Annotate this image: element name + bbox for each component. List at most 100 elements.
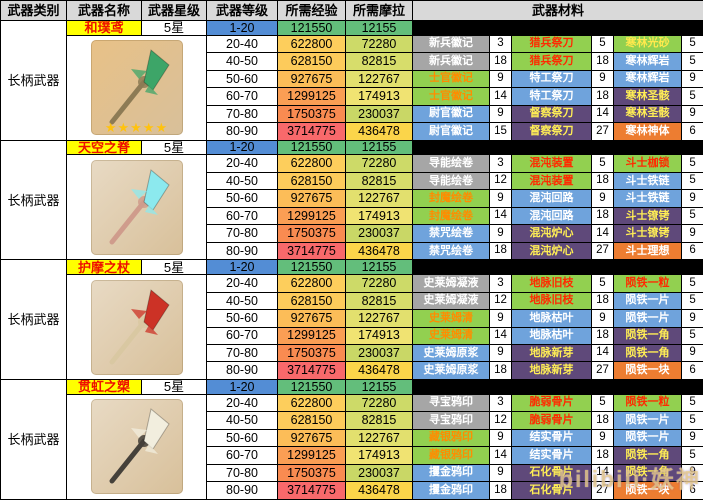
material-name-cell: 地脉旧枝: [511, 291, 592, 311]
level-cell: 1-20: [206, 20, 278, 36]
material-name-cell: 督察祭刀: [511, 122, 592, 141]
level-cell: 50-60: [206, 309, 278, 328]
category-cell: 长柄武器: [0, 379, 67, 500]
table-row: 40-50 628150 82815 史莱姆凝液 12 地脉旧枝 18 陨铁一片 5: [1, 291, 703, 311]
weapon-image-cell: [66, 274, 207, 381]
material-name-cell: 石化骨片: [511, 481, 592, 500]
table-row: 80-90 3714775 436478 攫金鸦印 18 石化骨片 27 陨铁一块 6: [1, 481, 703, 500]
material-count-cell: 5: [591, 274, 614, 293]
material-name-cell: 斗士镣铐: [613, 224, 682, 243]
mora-cell: 82815: [345, 171, 413, 191]
mora-cell: 230037: [345, 343, 413, 363]
material-name-cell: 陨铁一块: [613, 361, 682, 381]
table-row: 60-70 1299125 174913 史莱姆清 14 地脉枯叶 18 陨铁一角 5: [1, 326, 703, 345]
table-row: 60-70 1299125 174913 士官徽记 14 特工祭刀 18 寒林圣骸 5: [1, 87, 703, 106]
material-count-cell: 5: [680, 52, 703, 71]
exp-cell: 622800: [277, 393, 346, 413]
level-cell: 20-40: [206, 393, 278, 413]
materials-empty-cell: [411, 20, 703, 36]
material-count-cell: 27: [591, 241, 614, 261]
table-row: 40-50 628150 82815 新兵徽记 18 猎兵祭刀 18 寒林辉岩 5: [1, 52, 703, 71]
material-count-cell: 18: [489, 481, 512, 500]
level-cell: 70-80: [206, 343, 278, 363]
material-name-cell: 陨铁一角: [613, 446, 682, 465]
table-row: 80-90 3714775 436478 禁咒绘卷 18 混沌炉心 27 斗士理想 6: [1, 241, 703, 261]
weapon-name-cell: 和璞鸢: [66, 20, 142, 36]
material-count-cell: 6: [680, 361, 703, 381]
material-count-cell: 12: [489, 171, 512, 191]
material-name-cell: 寒林辉岩: [613, 69, 682, 89]
material-name-cell: 混沌炉心: [511, 241, 592, 261]
exp-cell: 1299125: [277, 206, 346, 226]
material-count-cell: 14: [489, 206, 512, 226]
table-row: 50-60 927675 122767 藏银鸦印 9 结实骨片 9 陨铁一片 9: [1, 428, 703, 448]
material-count-cell: 5: [680, 411, 703, 430]
material-name-cell: 特工祭刀: [511, 87, 592, 106]
material-name-cell: 地脉新芽: [511, 343, 592, 363]
material-name-cell: 史莱姆凝液: [412, 274, 490, 293]
material-count-cell: 6: [680, 481, 703, 500]
table-row: 80-90 3714775 436478 尉官徽记 15 督察祭刀 27 寒林神体 6: [1, 122, 703, 141]
material-count-cell: 9: [489, 69, 512, 89]
material-name-cell: 陨铁一粒: [613, 393, 682, 413]
material-count-cell: 18: [489, 361, 512, 381]
star-rating-cell: 5星: [141, 379, 207, 395]
material-name-cell: 猎兵祭刀: [511, 52, 592, 71]
material-count-cell: 5: [680, 326, 703, 345]
mora-cell: 12155: [345, 379, 413, 395]
material-name-cell: 尉官徽记: [412, 104, 490, 124]
exp-cell: 1299125: [277, 446, 346, 465]
material-name-cell: 陨铁一片: [613, 291, 682, 311]
level-cell: 70-80: [206, 104, 278, 124]
material-name-cell: 特工祭刀: [511, 69, 592, 89]
table-row: 20-40 622800 72280 史莱姆凝液 3 地脉旧枝 5 陨铁一粒 5: [1, 274, 703, 381]
material-count-cell: 9: [489, 463, 512, 483]
material-name-cell: 陨铁一粒: [613, 274, 682, 293]
material-count-cell: 14: [591, 224, 614, 243]
material-name-cell: 陨铁一片: [613, 411, 682, 430]
mora-cell: 230037: [345, 224, 413, 243]
material-count-cell: 6: [680, 122, 703, 141]
material-name-cell: 陨铁一片: [613, 428, 682, 448]
exp-cell: 1750375: [277, 224, 346, 243]
material-count-cell: 9: [680, 224, 703, 243]
exp-cell: 1750375: [277, 463, 346, 483]
exp-cell: 121550: [277, 379, 346, 395]
exp-cell: 1750375: [277, 343, 346, 363]
table-body: 长柄武器 和璞鸢 5星 1-20 121550 12155 ★★★★★ 20-40 622800…: [0, 20, 703, 500]
material-count-cell: 9: [489, 189, 512, 208]
mora-cell: 174913: [345, 87, 413, 106]
material-name-cell: 封魔绘卷: [412, 206, 490, 226]
material-count-cell: 14: [591, 463, 614, 483]
level-cell: 60-70: [206, 446, 278, 465]
table-row: 40-50 628150 82815 寻宝鸦印 12 脆弱骨片 18 陨铁一片 5: [1, 411, 703, 430]
material-count-cell: 5: [680, 291, 703, 311]
mora-cell: 122767: [345, 309, 413, 328]
exp-cell: 622800: [277, 274, 346, 293]
staff-of-homa-icon: [109, 288, 170, 365]
material-count-cell: 3: [489, 34, 512, 54]
material-name-cell: 寒林圣骸: [613, 104, 682, 124]
material-count-cell: 9: [680, 309, 703, 328]
level-cell: 80-90: [206, 122, 278, 141]
level-cell: 40-50: [206, 52, 278, 71]
table-row: 20-40 622800 72280 导能绘卷 3 混沌装置 5 斗士枷锁 5: [1, 154, 703, 261]
material-count-cell: 5: [680, 171, 703, 191]
material-name-cell: 新兵徽记: [412, 52, 490, 71]
category-cell: 长柄武器: [0, 259, 67, 381]
material-name-cell: 导能绘卷: [412, 154, 490, 173]
material-count-cell: 9: [489, 343, 512, 363]
material-count-cell: 9: [591, 428, 614, 448]
material-name-cell: 斗士理想: [613, 241, 682, 261]
level-cell: 50-60: [206, 69, 278, 89]
material-count-cell: 5: [680, 274, 703, 293]
header-mora: 所需摩拉: [345, 0, 413, 21]
exp-cell: 927675: [277, 69, 346, 89]
material-name-cell: 混沌装置: [511, 154, 592, 173]
mora-cell: 436478: [345, 122, 413, 141]
table-row: 70-80 1750375 230037 禁咒绘卷 9 混沌炉心 14 斗士镣铐 9: [1, 224, 703, 243]
level-cell: 70-80: [206, 463, 278, 483]
exp-cell: 927675: [277, 428, 346, 448]
material-name-cell: 史莱姆原浆: [412, 361, 490, 381]
weapon-image-cell: [66, 154, 207, 261]
